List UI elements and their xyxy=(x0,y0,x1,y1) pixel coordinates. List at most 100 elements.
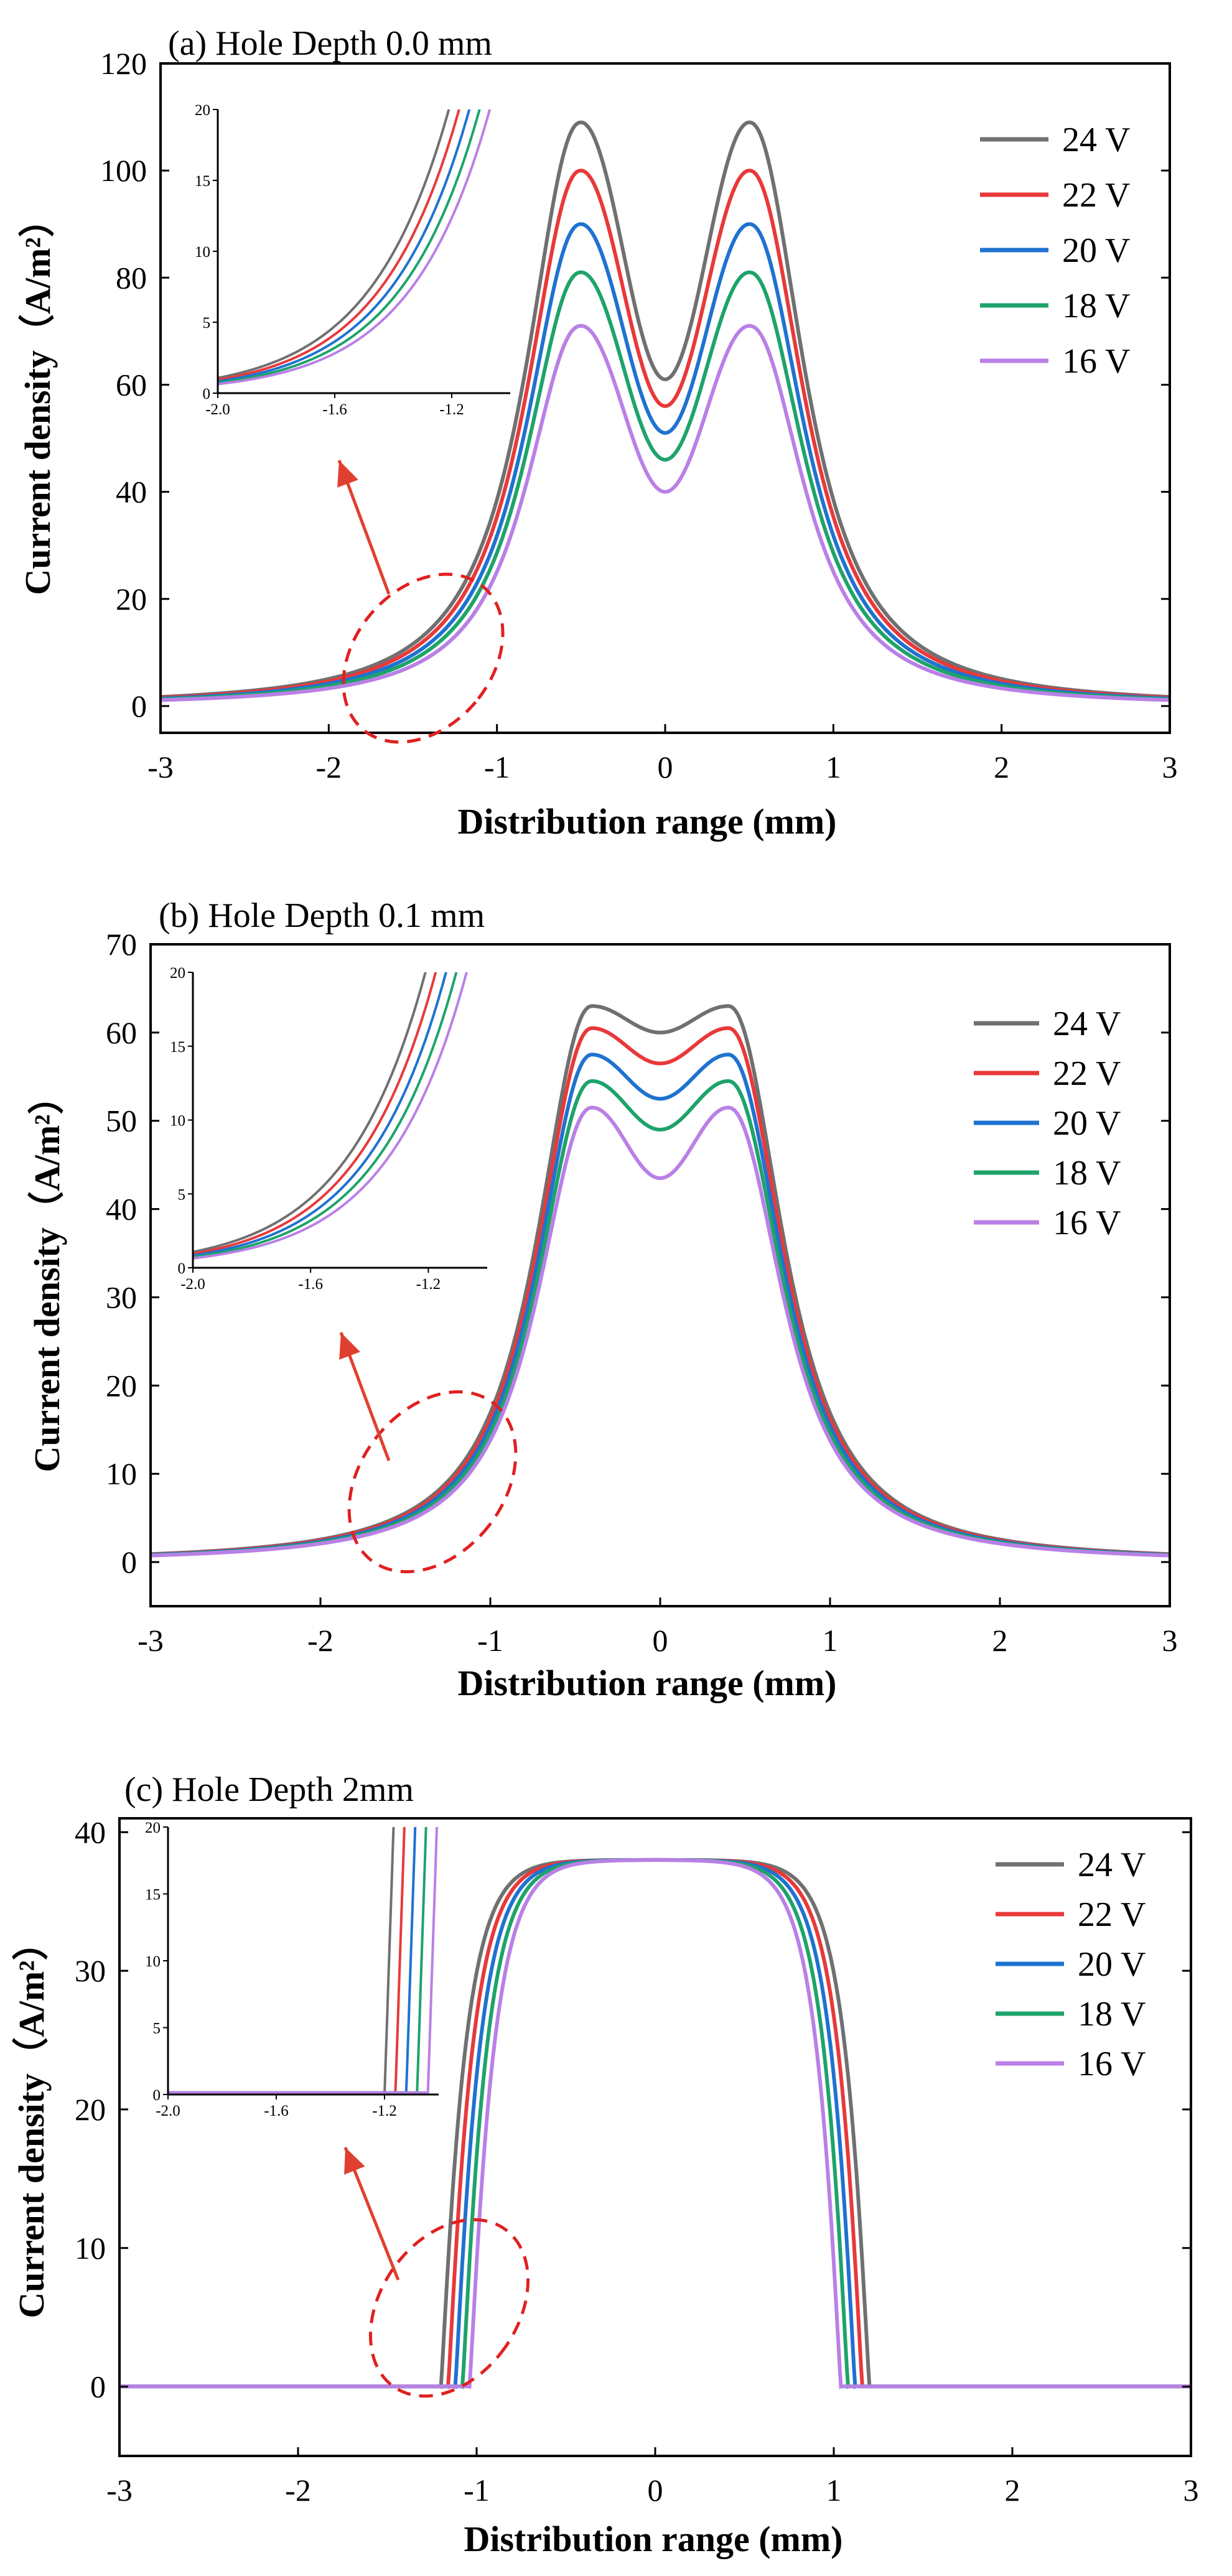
legend-label: 20 V xyxy=(1062,231,1130,270)
series-line xyxy=(151,1105,1170,1558)
inset-y-tick-label: 0 xyxy=(178,1260,186,1277)
series-line xyxy=(161,323,1170,702)
annotation-arrow-head xyxy=(344,2147,365,2175)
inset-series-line xyxy=(168,1827,439,2095)
inset-x-tick-label: -2.0 xyxy=(205,401,230,418)
x-tick-label: -1 xyxy=(477,1623,503,1658)
y-tick-label: 20 xyxy=(116,582,147,616)
inset-background xyxy=(168,1827,439,2095)
highlight-ellipse xyxy=(368,2218,530,2398)
x-tick-label: -3 xyxy=(147,750,174,784)
y-tick-label: 40 xyxy=(116,475,147,509)
legend-label: 18 V xyxy=(1078,1995,1146,2034)
legend-label: 16 V xyxy=(1078,2045,1146,2083)
inset-y-tick-label: 10 xyxy=(195,244,210,261)
y-tick-label: 70 xyxy=(106,927,137,962)
legend-label: 18 V xyxy=(1062,287,1130,325)
x-tick-label: 0 xyxy=(653,1623,668,1658)
y-tick-label: 60 xyxy=(106,1015,137,1050)
x-tick-label: -2 xyxy=(316,750,342,784)
x-tick-label: 1 xyxy=(823,1623,838,1658)
x-axis-label: Distribution range (mm) xyxy=(464,2519,843,2559)
legend-label: 20 V xyxy=(1078,1945,1146,1984)
inset-series-line xyxy=(218,109,460,381)
legend-label: 24 V xyxy=(1062,121,1130,159)
y-tick-label: 10 xyxy=(106,1456,137,1491)
panel-c: (c) Hole Depth 2mm-3 -2 -1 0 1 2 3010203040Dis… xyxy=(11,1770,1199,2559)
y-tick-label: 30 xyxy=(75,1953,106,1988)
x-tick-label: -1 xyxy=(484,750,510,784)
y-axis-label: Current density（A/m²） xyxy=(11,1924,52,2318)
inset-x-tick-label: -1.2 xyxy=(416,1276,441,1293)
series-line xyxy=(161,169,1170,700)
x-tick-label: 0 xyxy=(658,750,673,784)
x-tick-label: 3 xyxy=(1162,1623,1178,1658)
y-tick-label: 20 xyxy=(106,1368,137,1403)
x-tick-label: 3 xyxy=(1183,2473,1199,2508)
inset-chart: -2.0 -1.6 -1.2 0 5 10 15 20 xyxy=(195,102,510,418)
inset-y-tick-label: 15 xyxy=(170,1039,185,1056)
inset-series-line xyxy=(193,972,437,1255)
series-line xyxy=(161,270,1170,702)
inset-series-line xyxy=(193,972,458,1258)
y-tick-label: 0 xyxy=(121,1545,137,1579)
x-axis-label: Distribution range (mm) xyxy=(458,801,837,842)
inset-y-tick-label: 0 xyxy=(203,386,211,402)
x-tick-label: 2 xyxy=(994,750,1009,784)
series-line xyxy=(161,120,1170,699)
y-tick-label: 100 xyxy=(100,153,147,188)
y-tick-label: 0 xyxy=(90,2369,106,2404)
legend-label: 24 V xyxy=(1053,1005,1121,1043)
inset-x-tick-label: -1.2 xyxy=(372,2103,397,2119)
inset-y-tick-label: 20 xyxy=(170,965,185,982)
panel-a: (a) Hole Depth 0.0 mm -3 -2 -1 0 1 2 3 0 20 40 60 80… xyxy=(17,24,1178,842)
legend-label: 16 V xyxy=(1062,342,1130,381)
inset-x-tick-label: -1.6 xyxy=(322,401,347,418)
panel-title: (b) Hole Depth 0.1 mm xyxy=(159,896,485,935)
x-axis-label: Distribution range (mm) xyxy=(458,1663,837,1703)
inset-background xyxy=(218,109,510,393)
y-tick-label: 10 xyxy=(75,2231,106,2266)
panel-title: (c) Hole Depth 2mm xyxy=(124,1770,414,1809)
inset-series-line xyxy=(218,109,481,384)
inset-y-tick-label: 10 xyxy=(145,1953,161,1970)
inset-chart: -2.0 -1.6 -1.2 0 5 10 15 20 xyxy=(145,1820,439,2119)
inset-y-tick-label: 20 xyxy=(145,1820,161,1836)
legend-label: 18 V xyxy=(1053,1154,1121,1193)
x-tick-label: 2 xyxy=(1005,2473,1020,2508)
y-tick-label: 30 xyxy=(106,1280,137,1314)
y-tick-label: 20 xyxy=(75,2092,106,2127)
legend-label: 20 V xyxy=(1053,1104,1121,1143)
highlight-ellipse xyxy=(347,1390,518,1574)
x-tick-label: -3 xyxy=(106,2473,133,2508)
inset-y-tick-label: 5 xyxy=(153,2020,161,2037)
inset-series-line xyxy=(218,109,492,386)
inset-y-tick-label: 15 xyxy=(195,173,210,190)
inset-y-tick-label: 0 xyxy=(153,2087,161,2104)
x-tick-label: 1 xyxy=(826,750,841,784)
x-tick-label: -1 xyxy=(464,2473,490,2508)
x-tick-label: -3 xyxy=(138,1623,164,1658)
x-tick-label: 1 xyxy=(826,2473,842,2508)
y-axis-label: Current density（A/m²） xyxy=(17,201,58,595)
inset-x-tick-label: -1.2 xyxy=(439,401,464,418)
x-tick-label: 3 xyxy=(1162,750,1178,784)
inset-background xyxy=(193,972,487,1268)
legend-label: 22 V xyxy=(1053,1054,1121,1093)
y-tick-label: 0 xyxy=(131,689,147,723)
x-tick-label: 0 xyxy=(648,2473,663,2508)
y-tick-label: 40 xyxy=(75,1815,106,1849)
highlight-ellipse xyxy=(342,572,505,744)
series-line xyxy=(119,1858,1191,2389)
inset-y-tick-label: 20 xyxy=(195,102,210,119)
y-tick-label: 50 xyxy=(106,1104,137,1138)
y-tick-label: 120 xyxy=(100,46,147,81)
inset-x-tick-label: -1.6 xyxy=(298,1276,323,1293)
inset-y-tick-label: 5 xyxy=(203,315,211,332)
legend-label: 22 V xyxy=(1078,1895,1146,1934)
x-tick-label: -2 xyxy=(307,1623,334,1658)
y-axis-label: Current density（A/m²） xyxy=(27,1078,67,1472)
inset-chart: -2.0 -1.6 -1.2 0 5 10 15 20 xyxy=(170,965,487,1293)
y-tick-label: 80 xyxy=(116,260,147,295)
